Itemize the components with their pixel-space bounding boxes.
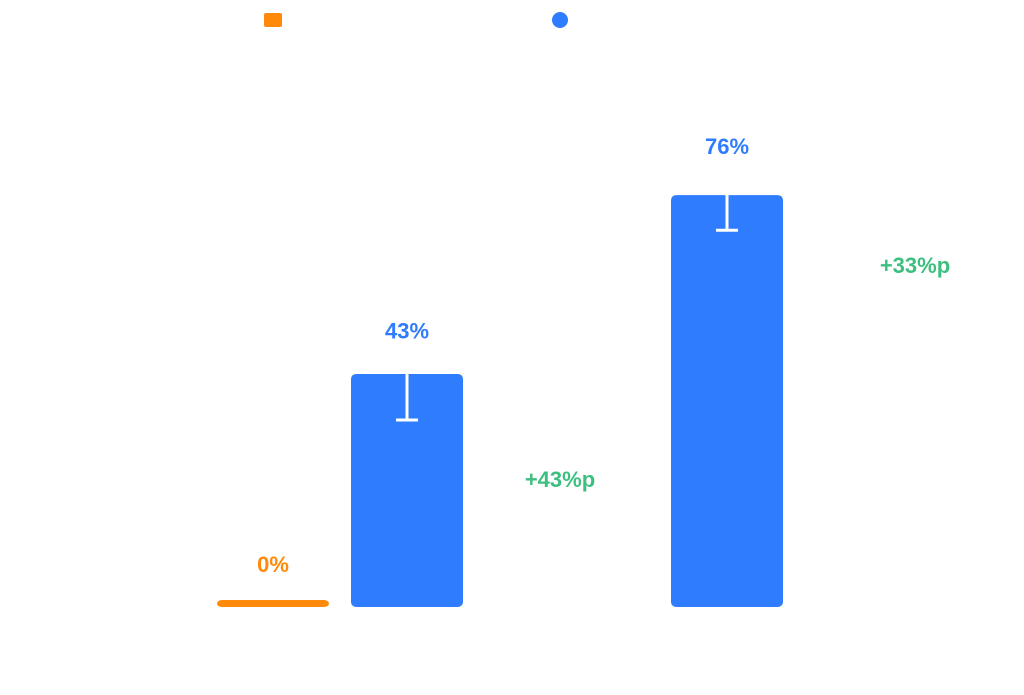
value-label: 0% <box>257 552 289 577</box>
legend-marker-square <box>264 13 282 27</box>
value-label: 43% <box>385 319 429 344</box>
bar <box>217 600 329 607</box>
legend-marker-circle <box>552 12 568 28</box>
delta-label: +33%p <box>880 253 950 278</box>
value-label: 76% <box>705 134 749 159</box>
delta-label: +43%p <box>525 467 595 492</box>
bar <box>671 195 783 607</box>
bar <box>351 373 463 607</box>
